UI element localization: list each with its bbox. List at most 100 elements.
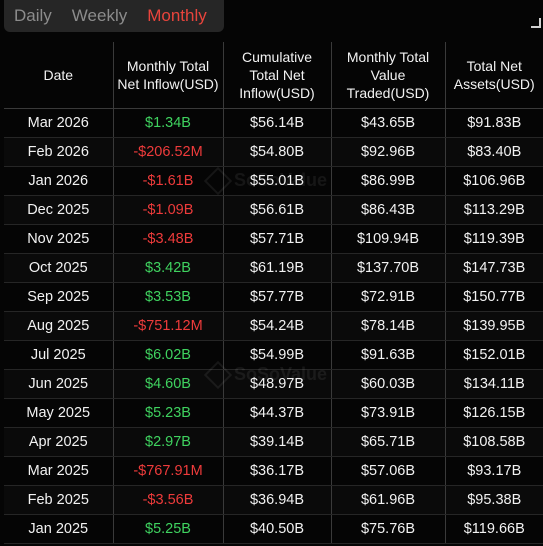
cell-date: Mar 2025 bbox=[4, 456, 114, 486]
table-row: Aug 2025 -$751.12M $54.24B $78.14B $139.95B bbox=[4, 311, 543, 341]
cell-net-assets: $152.01B bbox=[445, 340, 543, 370]
cell-value-traded: $57.06B bbox=[331, 456, 446, 486]
cell-cumulative: $36.94B bbox=[223, 485, 332, 515]
cell-date: Dec 2025 bbox=[4, 195, 114, 225]
cell-date: Aug 2025 bbox=[4, 311, 114, 341]
monthly-flow-table: Date Monthly Total Net Inflow(USD) Cumul… bbox=[4, 42, 543, 544]
tab-weekly[interactable]: Weekly bbox=[71, 6, 128, 25]
cell-net-inflow: $5.25B bbox=[113, 514, 224, 544]
cell-net-assets: $126.15B bbox=[445, 398, 543, 428]
cell-value-traded: $61.96B bbox=[331, 485, 446, 515]
cell-net-inflow: $5.23B bbox=[113, 398, 224, 428]
table-row: Mar 2025 -$767.91M $36.17B $57.06B $93.17B bbox=[4, 456, 543, 486]
cell-cumulative: $61.19B bbox=[223, 253, 332, 283]
cell-net-inflow: -$751.12M bbox=[113, 311, 224, 341]
column-header-net-assets[interactable]: Total Net Assets(USD) bbox=[445, 42, 543, 109]
cell-value-traded: $92.96B bbox=[331, 137, 446, 167]
cell-date: May 2025 bbox=[4, 398, 114, 428]
table-body: Mar 2026 $1.34B $56.14B $43.65B $91.83B Feb 2… bbox=[4, 108, 543, 544]
table-row: Jan 2025 $5.25B $40.50B $75.76B $119.66B bbox=[4, 514, 543, 544]
cell-value-traded: $86.99B bbox=[331, 166, 446, 196]
cell-date: Jan 2025 bbox=[4, 514, 114, 544]
cell-net-inflow: $4.60B bbox=[113, 369, 224, 399]
table-row: Nov 2025 -$3.48B $57.71B $109.94B $119.39B bbox=[4, 224, 543, 254]
corner-chevron-icon[interactable] bbox=[531, 18, 541, 28]
table-row: Feb 2026 -$206.52M $54.80B $92.96B $83.40B bbox=[4, 137, 543, 167]
cell-cumulative: $39.14B bbox=[223, 427, 332, 457]
cell-date: Jul 2025 bbox=[4, 340, 114, 370]
cell-net-assets: $113.29B bbox=[445, 195, 543, 225]
cell-date: Apr 2025 bbox=[4, 427, 114, 457]
table-row: Jul 2025 $6.02B $54.99B $91.63B $152.01B bbox=[4, 340, 543, 370]
table-row: Dec 2025 -$1.09B $56.61B $86.43B $113.29B bbox=[4, 195, 543, 225]
cell-date: Oct 2025 bbox=[4, 253, 114, 283]
cell-net-assets: $106.96B bbox=[445, 166, 543, 196]
cell-date: Mar 2026 bbox=[4, 108, 114, 138]
cell-value-traded: $72.91B bbox=[331, 282, 446, 312]
cell-value-traded: $91.63B bbox=[331, 340, 446, 370]
table-row: May 2025 $5.23B $44.37B $73.91B $126.15B bbox=[4, 398, 543, 428]
cell-net-inflow: $3.53B bbox=[113, 282, 224, 312]
cell-cumulative: $56.61B bbox=[223, 195, 332, 225]
column-header-value-traded[interactable]: Monthly Total Value Traded(USD) bbox=[331, 42, 446, 109]
cell-cumulative: $57.71B bbox=[223, 224, 332, 254]
cell-date: Feb 2026 bbox=[4, 137, 114, 167]
table-header-row: Date Monthly Total Net Inflow(USD) Cumul… bbox=[4, 42, 543, 109]
table-row: Oct 2025 $3.42B $61.19B $137.70B $147.73B bbox=[4, 253, 543, 283]
period-tabs: Daily Weekly Monthly bbox=[4, 0, 224, 32]
tab-monthly[interactable]: Monthly bbox=[147, 6, 207, 25]
cell-cumulative: $54.80B bbox=[223, 137, 332, 167]
table-row: Sep 2025 $3.53B $57.77B $72.91B $150.77B bbox=[4, 282, 543, 312]
cell-net-inflow: -$1.09B bbox=[113, 195, 224, 225]
cell-cumulative: $55.01B bbox=[223, 166, 332, 196]
cell-date: Nov 2025 bbox=[4, 224, 114, 254]
column-header-date[interactable]: Date bbox=[4, 42, 114, 109]
cell-value-traded: $86.43B bbox=[331, 195, 446, 225]
table-row: Jun 2025 $4.60B $48.97B $60.03B $134.11B bbox=[4, 369, 543, 399]
cell-value-traded: $60.03B bbox=[331, 369, 446, 399]
column-header-net-inflow[interactable]: Monthly Total Net Inflow(USD) bbox=[113, 42, 224, 109]
cell-cumulative: $36.17B bbox=[223, 456, 332, 486]
cell-net-assets: $91.83B bbox=[445, 108, 543, 138]
cell-date: Jun 2025 bbox=[4, 369, 114, 399]
cell-net-inflow: -$767.91M bbox=[113, 456, 224, 486]
cell-net-assets: $139.95B bbox=[445, 311, 543, 341]
cell-value-traded: $78.14B bbox=[331, 311, 446, 341]
cell-net-assets: $134.11B bbox=[445, 369, 543, 399]
cell-cumulative: $40.50B bbox=[223, 514, 332, 544]
cell-cumulative: $56.14B bbox=[223, 108, 332, 138]
cell-net-assets: $147.73B bbox=[445, 253, 543, 283]
cell-net-assets: $83.40B bbox=[445, 137, 543, 167]
cell-net-assets: $95.38B bbox=[445, 485, 543, 515]
cell-net-assets: $119.66B bbox=[445, 514, 543, 544]
cell-value-traded: $137.70B bbox=[331, 253, 446, 283]
table-row: Feb 2025 -$3.56B $36.94B $61.96B $95.38B bbox=[4, 485, 543, 515]
cell-net-assets: $150.77B bbox=[445, 282, 543, 312]
cell-cumulative: $57.77B bbox=[223, 282, 332, 312]
cell-date: Sep 2025 bbox=[4, 282, 114, 312]
table-row: Apr 2025 $2.97B $39.14B $65.71B $108.58B bbox=[4, 427, 543, 457]
cell-net-inflow: $1.34B bbox=[113, 108, 224, 138]
cell-date: Jan 2026 bbox=[4, 166, 114, 196]
cell-value-traded: $65.71B bbox=[331, 427, 446, 457]
cell-cumulative: $48.97B bbox=[223, 369, 332, 399]
cell-net-assets: $108.58B bbox=[445, 427, 543, 457]
cell-value-traded: $73.91B bbox=[331, 398, 446, 428]
cell-cumulative: $44.37B bbox=[223, 398, 332, 428]
cell-net-inflow: -$1.61B bbox=[113, 166, 224, 196]
cell-net-inflow: -$206.52M bbox=[113, 137, 224, 167]
cell-date: Feb 2025 bbox=[4, 485, 114, 515]
cell-value-traded: $43.65B bbox=[331, 108, 446, 138]
cell-net-inflow: -$3.48B bbox=[113, 224, 224, 254]
cell-net-assets: $93.17B bbox=[445, 456, 543, 486]
column-header-cumulative[interactable]: Cumulative Total Net Inflow(USD) bbox=[223, 42, 332, 109]
cell-net-inflow: $6.02B bbox=[113, 340, 224, 370]
table-row: Jan 2026 -$1.61B $55.01B $86.99B $106.96B bbox=[4, 166, 543, 196]
cell-net-inflow: $3.42B bbox=[113, 253, 224, 283]
tab-daily[interactable]: Daily bbox=[14, 6, 52, 25]
cell-net-inflow: -$3.56B bbox=[113, 485, 224, 515]
cell-net-assets: $119.39B bbox=[445, 224, 543, 254]
cell-value-traded: $75.76B bbox=[331, 514, 446, 544]
cell-value-traded: $109.94B bbox=[331, 224, 446, 254]
